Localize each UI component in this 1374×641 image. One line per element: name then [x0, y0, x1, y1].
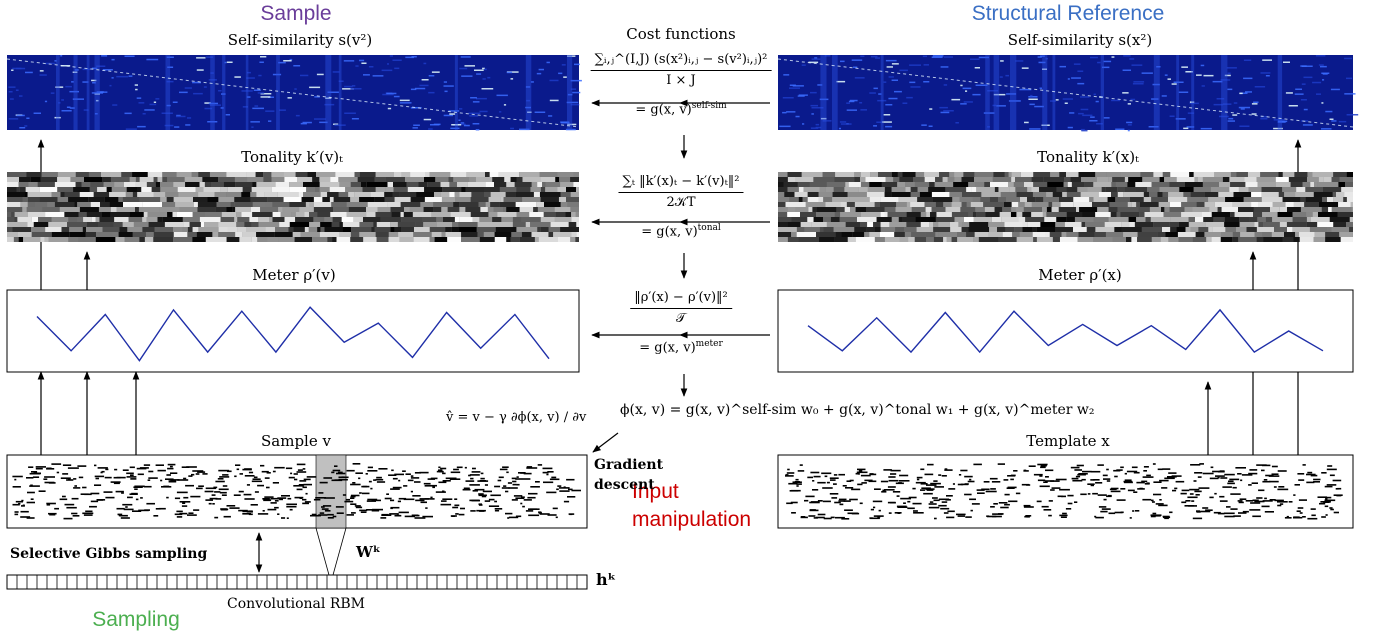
right-template-label: Template x: [1026, 432, 1110, 450]
right-selfsim-panel: [777, 55, 1359, 132]
right-tonality-label: Tonality k′(x)ₜ: [1037, 148, 1139, 166]
tonal-cost-denominator: 2𝒦T: [666, 195, 696, 210]
right-meter-line: [807, 308, 1324, 354]
meter-cost-formula: ‖ρ′(x) − ρ′(v)‖² 𝒯 = g(x, v)meter: [630, 288, 732, 359]
meter-cost-numerator: ‖ρ′(x) − ρ′(v)‖²: [630, 288, 732, 309]
left-selfsim-label: Self-similarity s(v²): [227, 31, 373, 49]
left-tonality-label: Tonality k′(v)ₜ: [241, 148, 343, 166]
structural-reference-heading: Structural Reference: [971, 2, 1165, 25]
right-meter-panel: [777, 289, 1354, 373]
right-selfsim-label: Self-similarity s(x²): [1007, 31, 1153, 49]
selfsim-cost-denominator: I × J: [666, 73, 696, 88]
tonal-cost-result: = g(x, v)tonal: [641, 223, 721, 240]
receptive-field-left: [315, 527, 330, 576]
selfsim-cost-numerator: ∑ᵢ,ⱼ^(I,J) (s(x²)ᵢ,ⱼ − s(v²)ᵢ,ⱼ)²: [590, 50, 772, 71]
hidden-layer-label: hᵏ: [596, 570, 617, 589]
input-manipulation-label: Input manipulation: [632, 480, 752, 531]
sample-heading: Sample: [260, 2, 332, 25]
receptive-field-right: [332, 527, 347, 576]
right-tonality-panel: [778, 172, 1353, 242]
selfsim-cost-result: = g(x, v)self-sim: [635, 101, 727, 118]
selfsim-cost-formula: ∑ᵢ,ⱼ^(I,J) (s(x²)ᵢ,ⱼ − s(v²)ᵢ,ⱼ)² I × J …: [590, 50, 772, 121]
meter-cost-result: = g(x, v)meter: [639, 339, 723, 356]
selective-gibbs-label: Selective Gibbs sampling: [10, 546, 208, 562]
sampling-heading: Sampling: [92, 608, 180, 631]
right-piano-roll: [777, 454, 1354, 529]
crbm-label: Convolutional RBM: [227, 596, 365, 612]
left-piano-roll: [6, 454, 588, 529]
update-rule: v̂ = v − γ ∂ϕ(x, v) / ∂v: [446, 410, 587, 425]
hidden-layer: [6, 574, 588, 590]
right-meter-label: Meter ρ′(x): [1038, 266, 1122, 284]
weights-label: Wᵏ: [356, 543, 381, 561]
objective-formula: ϕ(x, v) = g(x, v)^self-sim w₀ + g(x, v)^…: [620, 402, 1095, 418]
cost-functions-heading: Cost functions: [626, 25, 736, 43]
left-meter-panel: [6, 289, 580, 373]
left-tonality-panel: [7, 172, 579, 242]
left-meter-line: [36, 306, 550, 362]
tonal-cost-numerator: ∑ₜ ‖k′(x)ₜ − k′(v)ₜ‖²: [618, 172, 744, 193]
left-selfsim-panel: [6, 55, 582, 131]
left-sample-label: Sample v: [261, 432, 331, 450]
gradient-descent-label: Gradient descent: [594, 457, 664, 493]
arrow-gradient: [592, 432, 619, 453]
meter-cost-denominator: 𝒯: [676, 311, 686, 326]
tonal-cost-formula: ∑ₜ ‖k′(x)ₜ − k′(v)ₜ‖² 2𝒦T = g(x, v)tonal: [618, 172, 744, 243]
left-meter-label: Meter ρ′(v): [252, 266, 336, 284]
